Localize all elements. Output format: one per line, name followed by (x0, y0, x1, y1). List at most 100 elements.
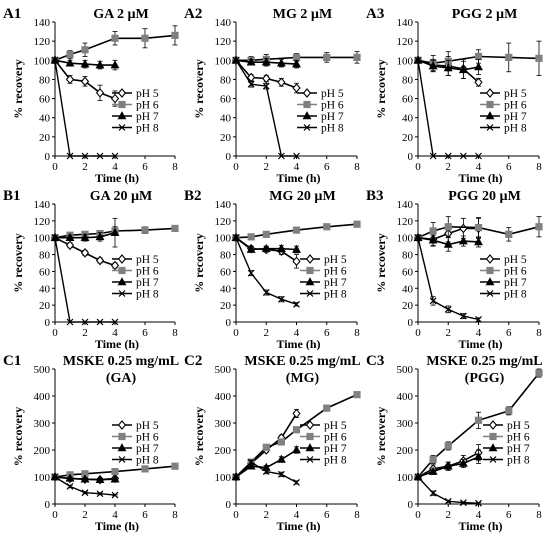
panel-label: C2 (184, 353, 202, 369)
data-point (474, 52, 483, 61)
data-point (232, 56, 240, 64)
data-point (292, 426, 301, 434)
data-point (474, 62, 483, 71)
y-tick-label: 0 (226, 317, 232, 329)
legend-label: pH 8 (507, 455, 530, 467)
legend-marker (488, 420, 498, 430)
legend-label: pH 7 (324, 443, 347, 455)
data-point (111, 318, 119, 326)
x-tick-label: 0 (52, 161, 58, 173)
legend-marker (305, 277, 315, 286)
panel-b2: B2 MG 20 µM 0 20 40 60 80 100 120 140 0 2 4 6 8 Time (h… (184, 188, 361, 351)
panel-a1: A1 GA 2 µM 0 20 40 60 80 100 120 140 0 2 4 6 8 Time (h)… (3, 6, 179, 185)
x-tick-label: 2 (82, 161, 88, 173)
data-point (277, 470, 285, 478)
chart-title-line-2: (MG) (286, 371, 320, 386)
series-ph-8 (232, 56, 300, 160)
legend-marker (117, 277, 127, 286)
x-tick-label: 2 (264, 509, 270, 521)
x-tick-label: 6 (142, 161, 148, 173)
y-tick-label: 100 (34, 55, 51, 67)
data-point (292, 256, 301, 267)
data-point (474, 416, 483, 424)
data-point (505, 53, 513, 62)
y-tick-label: 120 (215, 36, 232, 48)
data-point (141, 226, 149, 234)
legend-label: pH 6 (504, 266, 527, 278)
data-point (247, 269, 255, 277)
data-point (474, 77, 483, 88)
x-tick-label: 8 (536, 509, 542, 521)
x-tick-label: 6 (506, 509, 512, 521)
legend-marker (306, 290, 314, 297)
chart-title: PGG 2 µM (452, 7, 518, 22)
panel-label: A2 (184, 6, 202, 22)
data-point (414, 56, 422, 64)
data-point (66, 318, 74, 326)
legend-marker (489, 456, 497, 463)
legend-label: pH 5 (504, 254, 527, 266)
data-point (323, 53, 331, 62)
y-tick-label: 400 (397, 391, 414, 403)
y-tick-label: 40 (39, 113, 51, 125)
x-tick-label: 8 (536, 161, 542, 173)
data-point (444, 152, 452, 160)
panel-b3: B3 PGG 20 µM 0 20 40 60 80 100 120 140 0 2 4 6 8 Time (… (366, 188, 543, 351)
data-point (429, 152, 437, 160)
x-axis-label: Time (h) (95, 519, 139, 533)
data-point (81, 46, 89, 54)
series-ph-6 (51, 25, 179, 64)
data-point (429, 455, 437, 464)
data-point (262, 82, 270, 90)
data-point (110, 60, 120, 69)
data-point (232, 234, 240, 242)
x-tick-label: 0 (52, 327, 58, 339)
data-point (353, 220, 361, 228)
legend-marker (485, 277, 495, 286)
legend-marker (118, 290, 126, 297)
data-point (276, 454, 286, 463)
panel-label: C3 (366, 353, 384, 369)
data-point (171, 462, 179, 470)
x-tick-label: 0 (233, 509, 239, 521)
legend-label: pH 8 (324, 455, 347, 467)
y-tick-label: 200 (215, 445, 232, 457)
x-axis-label: Time (h) (276, 337, 320, 351)
x-tick-label: 8 (172, 509, 178, 521)
y-tick-label: 120 (397, 216, 414, 228)
x-axis-label: Time (h) (458, 171, 502, 185)
legend-label: pH 7 (507, 443, 530, 455)
chart-title: PGG 20 µM (448, 189, 521, 204)
y-tick-label: 40 (220, 283, 232, 295)
data-point (535, 54, 543, 62)
y-tick-label: 500 (34, 364, 51, 376)
data-point (96, 490, 104, 498)
data-point (262, 230, 270, 238)
data-point (247, 80, 255, 88)
x-tick-label: 4 (112, 161, 118, 173)
y-tick-label: 100 (215, 233, 232, 245)
x-tick-label: 4 (294, 161, 300, 173)
data-point (323, 404, 331, 412)
data-point (323, 223, 331, 231)
data-point (428, 61, 438, 70)
legend-label: pH 7 (136, 443, 159, 455)
data-point (66, 483, 74, 490)
legend-marker (118, 456, 126, 463)
y-tick-label: 20 (39, 132, 51, 144)
y-tick-label: 20 (402, 300, 414, 312)
chart-title: MG 20 µM (269, 189, 335, 204)
data-point (475, 316, 482, 323)
x-tick-label: 6 (506, 161, 512, 173)
chart-title: GA 2 µM (93, 7, 149, 22)
y-tick-label: 500 (397, 364, 414, 376)
data-point (475, 499, 482, 507)
series-ph-8 (414, 234, 482, 323)
legend-marker (306, 432, 314, 441)
data-point (65, 74, 75, 85)
data-point (110, 260, 120, 271)
data-point (293, 152, 300, 160)
x-tick-label: 4 (476, 327, 482, 339)
legend-marker (306, 266, 314, 275)
